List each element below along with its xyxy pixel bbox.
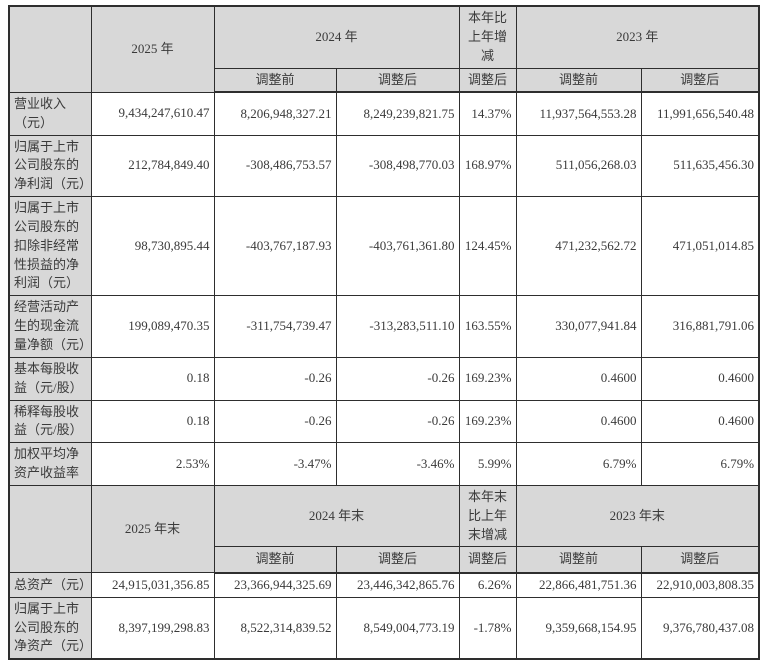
cell-2024-after: 8,249,239,821.75 [335,91,460,136]
cell-2025: 24,915,031,356.85 [90,572,215,598]
cell-2025: 8,397,199,298.83 [90,596,215,660]
row-label: 营业收入（元） [8,91,92,136]
cell-change: 168.97% [458,134,517,198]
cell-change: 5.99% [458,442,517,486]
cell-change: 169.23% [458,399,517,444]
table-row: 营业收入（元） 9,434,247,610.47 8,206,948,327.2… [8,91,760,136]
cell-2024-before: -308,486,753.57 [213,134,337,198]
cell-2024-after: -0.26 [335,399,460,444]
cell-2024-before: 8,522,314,839.52 [213,596,337,660]
table-row: 归属于上市公司股东的扣除非经常性损益的净利润（元） 98,730,895.44 … [8,196,760,297]
cell-2023-before: 22,866,481,751.36 [515,572,642,598]
cell-2023-before: 11,937,564,553.28 [515,91,642,136]
row-label: 加权平均净资产收益率 [8,442,92,486]
cell-2023-before: 0.4600 [515,356,642,401]
cell-2025: 0.18 [90,399,215,444]
cell-2024-before: -3.47% [213,442,337,486]
table-row: 2025 年 2024 年 本年比上年增减 2023 年 [8,5,760,93]
subheader-2024-before: 调整前 [213,546,337,574]
table-row: 归属于上市公司股东的净资产（元） 8,397,199,298.83 8,522,… [8,596,760,660]
table-row: 经营活动产生的现金流量净额（元） 199,089,470.35 -311,754… [8,295,760,358]
header-yearend-change: 本年末比上年末增减 [458,484,517,548]
cell-2023-after: 6.79% [640,442,760,486]
corner-cell [8,5,92,93]
row-label: 归属于上市公司股东的净利润（元） [8,134,92,198]
cell-change: 6.26% [458,572,517,598]
cell-2023-before: 511,056,268.03 [515,134,642,198]
cell-2025: 9,434,247,610.47 [90,91,215,136]
table-row: 加权平均净资产收益率 2.53% -3.47% -3.46% 5.99% 6.7… [8,442,760,486]
cell-2024-after: 8,549,004,773.19 [335,596,460,660]
subheader-change-after: 调整后 [458,546,517,574]
row-label: 归属于上市公司股东的扣除非经常性损益的净利润（元） [8,196,92,297]
table-row: 调整前 调整后 调整后 调整前 调整后 [9,67,760,94]
cell-2024-before: -0.26 [213,356,337,401]
cell-2023-after: 9,376,780,437.08 [640,596,760,660]
cell-2024-after: -308,498,770.03 [335,134,460,198]
subheader-2024-after: 调整后 [335,67,460,94]
corner-cell [8,484,92,574]
cell-2024-before: -311,754,739.47 [213,295,337,358]
table-row: 2025 年末 2024 年末 本年末比上年末增减 2023 年末 [8,484,760,574]
cell-2025: 2.53% [90,442,215,486]
subheader-2023-after: 调整后 [640,546,760,574]
cell-change: 124.45% [458,196,517,297]
cell-2023-after: 0.4600 [640,399,760,444]
header-year-2023: 2023 年 [515,5,760,69]
cell-change: -1.78% [458,596,517,660]
cell-2024-after: -0.26 [335,356,460,401]
cell-2024-before: -403,767,187.93 [213,196,337,297]
cell-2025: 0.18 [90,356,215,401]
cell-2024-before: 23,366,944,325.69 [213,572,337,598]
table-row: 总资产（元） 24,915,031,356.85 23,366,944,325.… [8,572,760,598]
cell-2025: 199,089,470.35 [90,295,215,358]
cell-2024-after: -313,283,511.10 [335,295,460,358]
subheader-2024-after: 调整后 [335,546,460,574]
subheader-2024-before: 调整前 [213,67,337,94]
cell-change: 163.55% [458,295,517,358]
cell-2023-before: 6.79% [515,442,642,486]
header-yearend-2025: 2025 年末 [90,484,215,574]
cell-2023-after: 11,991,656,540.48 [640,91,760,136]
subheader-2023-after: 调整后 [640,67,760,94]
header-year-2024: 2024 年 [213,5,460,69]
table-row: 稀释每股收益（元/股） 0.18 -0.26 -0.26 169.23% 0.4… [8,399,760,444]
key-financial-data-table: 2025 年 2024 年 本年比上年增减 2023 年 调整前 调整后 调整后… [8,5,761,660]
cell-2023-after: 316,881,791.06 [640,295,760,358]
cell-2025: 98,730,895.44 [90,196,215,297]
cell-2023-after: 511,635,456.30 [640,134,760,198]
subheader-change-after: 调整后 [458,67,517,94]
cell-2025: 212,784,849.40 [90,134,215,198]
cell-2023-after: 22,910,003,808.35 [640,572,760,598]
cell-2024-before: -0.26 [213,399,337,444]
cell-2023-before: 330,077,941.84 [515,295,642,358]
cell-2023-after: 471,051,014.85 [640,196,760,297]
cell-2023-before: 0.4600 [515,399,642,444]
cell-2023-before: 9,359,668,154.95 [515,596,642,660]
table-row: 调整前 调整后 调整后 调整前 调整后 [9,546,760,574]
row-label: 归属于上市公司股东的净资产（元） [8,596,92,660]
cell-change: 14.37% [458,91,517,136]
header-year-2025: 2025 年 [90,5,215,93]
row-label: 总资产（元） [8,572,92,598]
cell-change: 169.23% [458,356,517,401]
row-label: 稀释每股收益（元/股） [8,399,92,444]
header-change-yoy: 本年比上年增减 [458,5,517,69]
subheader-2023-before: 调整前 [515,67,642,94]
cell-2024-after: 23,446,342,865.76 [335,572,460,598]
row-label: 经营活动产生的现金流量净额（元） [8,295,92,358]
cell-2023-before: 471,232,562.72 [515,196,642,297]
cell-2024-before: 8,206,948,327.21 [213,91,337,136]
subheader-2023-before: 调整前 [515,546,642,574]
financial-report-page: 2025 年 2024 年 本年比上年增减 2023 年 调整前 调整后 调整后… [8,5,761,660]
cell-2024-after: -3.46% [335,442,460,486]
cell-2024-after: -403,761,361.80 [335,196,460,297]
row-label: 基本每股收益（元/股） [8,356,92,401]
cell-2023-after: 0.4600 [640,356,760,401]
table-row: 归属于上市公司股东的净利润（元） 212,784,849.40 -308,486… [8,134,760,198]
header-yearend-2023: 2023 年末 [515,484,760,548]
table-row: 基本每股收益（元/股） 0.18 -0.26 -0.26 169.23% 0.4… [8,356,760,401]
header-yearend-2024: 2024 年末 [213,484,460,548]
